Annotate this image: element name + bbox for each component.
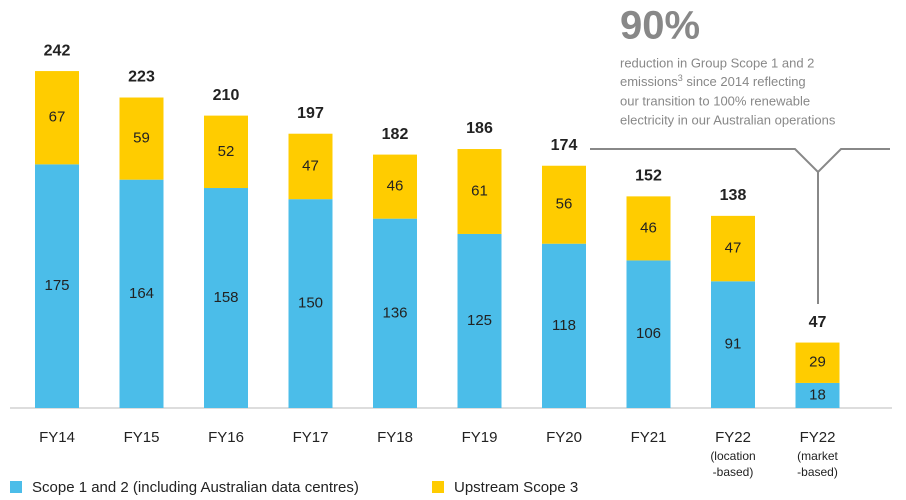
bar-segment: [457, 149, 502, 234]
total-label: 186: [466, 120, 493, 137]
bar-segment: [119, 97, 164, 180]
value-label: 136: [382, 304, 407, 321]
total-label: 138: [720, 187, 747, 204]
bar-segment: [204, 188, 248, 408]
total-label: 210: [213, 87, 240, 104]
legend-swatch: [10, 481, 22, 493]
value-label: 18: [809, 386, 826, 403]
x-tick-label: FY22: [800, 429, 836, 446]
x-tick-note: -based): [713, 465, 754, 479]
value-label: 47: [725, 240, 742, 257]
bar-segment: [711, 215, 755, 282]
value-label: 46: [387, 178, 404, 195]
total-label: 47: [809, 314, 827, 331]
bar-segment: [542, 243, 586, 408]
legend-swatch: [432, 481, 444, 493]
annotation-text: since 2014 reflecting: [683, 74, 806, 89]
annotation-superscript: 3: [678, 73, 683, 83]
total-label: 223: [128, 69, 155, 86]
value-label: 52: [218, 143, 235, 160]
x-tick-note: -based): [797, 465, 838, 479]
bar-segment: [457, 233, 502, 408]
x-tick-note: (location: [710, 449, 755, 463]
x-tick-label: FY15: [124, 429, 160, 446]
bar-segment: [288, 199, 333, 408]
annotation-text: emissions3 since 2014 reflecting: [620, 73, 806, 89]
value-label: 67: [49, 109, 66, 126]
x-tick-label: FY22: [715, 429, 751, 446]
value-label: 175: [44, 277, 69, 294]
bar-segment: [795, 342, 840, 383]
value-label: 91: [725, 336, 742, 353]
value-label: 47: [302, 157, 319, 174]
annotation-text: our transition to 100% renewable: [620, 93, 810, 108]
bar-segment: [711, 281, 755, 408]
annotation-text: emissions: [620, 74, 678, 89]
x-tick-note: (market: [797, 449, 838, 463]
bar-segment: [119, 179, 164, 408]
value-label: 61: [471, 182, 488, 199]
value-label: 125: [467, 312, 492, 329]
bar-segment: [795, 382, 840, 408]
total-label: 174: [551, 137, 578, 154]
annotation-text: reduction in Group Scope 1 and 2: [620, 55, 814, 70]
x-tick-label: FY17: [293, 429, 329, 446]
value-label: 46: [640, 219, 657, 236]
x-tick-label: FY18: [377, 429, 413, 446]
x-tick-label: FY19: [462, 429, 498, 446]
legend-label: Upstream Scope 3: [454, 479, 578, 496]
value-label: 56: [556, 196, 573, 213]
value-label: 158: [213, 289, 238, 306]
bar-segment: [626, 260, 671, 408]
annotation-text: electricity in our Australian operations: [620, 112, 836, 127]
bar-segment: [373, 154, 417, 219]
value-label: 118: [552, 317, 576, 334]
bar-segment: [204, 115, 248, 189]
bar-segment: [35, 164, 79, 408]
total-label: 152: [635, 168, 662, 185]
value-label: 59: [133, 130, 150, 147]
x-tick-label: FY14: [39, 429, 75, 446]
x-tick-label: FY16: [208, 429, 244, 446]
bar-segment: [373, 218, 417, 408]
x-tick-label: FY20: [546, 429, 582, 446]
total-label: 242: [44, 42, 71, 59]
bar-segment: [626, 196, 671, 261]
legend-label: Scope 1 and 2 (including Australian data…: [32, 479, 359, 496]
value-label: 29: [809, 354, 826, 371]
total-label: 182: [382, 126, 409, 143]
value-label: 150: [298, 295, 323, 312]
value-label: 106: [636, 325, 661, 342]
bar-segment: [542, 165, 586, 244]
annotation-headline: 90%: [620, 4, 700, 48]
bar-segment: [288, 133, 333, 200]
value-label: 164: [129, 285, 154, 302]
total-label: 197: [297, 105, 324, 122]
x-tick-label: FY21: [631, 429, 667, 446]
bar-segment: [35, 71, 79, 165]
